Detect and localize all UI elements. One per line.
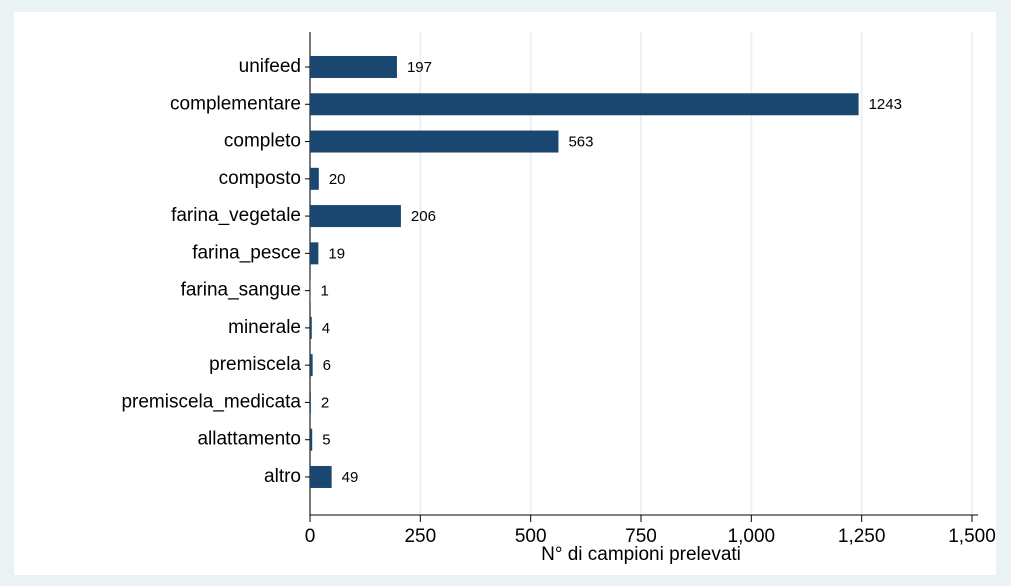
value-label: 206 (411, 208, 436, 225)
x-tick-label: 0 (305, 526, 316, 547)
bar (310, 465, 332, 488)
y-tick-label: farina_sangue (181, 280, 301, 301)
y-tick-label: premiscela (209, 354, 301, 375)
y-tick-label: premiscela_medicata (121, 391, 301, 412)
y-tick-label: completo (224, 131, 301, 152)
value-label: 1 (320, 283, 328, 300)
x-tick-label: 1,250 (838, 526, 886, 547)
y-tick-label: altro (264, 466, 301, 487)
value-label: 20 (329, 171, 346, 188)
y-tick-label: unifeed (239, 56, 301, 77)
value-label: 1243 (869, 96, 902, 113)
value-label: 197 (407, 59, 432, 76)
value-label: 19 (328, 245, 345, 262)
x-tick-label: 1,500 (948, 526, 996, 547)
y-tick-label: allattamento (197, 429, 301, 450)
bar (310, 205, 401, 228)
value-label: 6 (323, 357, 331, 374)
bar (310, 316, 312, 339)
bar (310, 391, 311, 414)
y-tick-label: composto (219, 168, 301, 189)
bar (310, 130, 559, 153)
x-axis-title: N° di campioni prelevati (541, 544, 741, 565)
bar (310, 354, 313, 377)
x-tick-label: 500 (515, 526, 547, 547)
value-label: 49 (342, 469, 359, 486)
x-tick-label: 250 (404, 526, 436, 547)
value-label: 2 (321, 394, 329, 411)
bar (310, 428, 313, 451)
value-label: 563 (568, 134, 593, 151)
value-label: 4 (322, 320, 330, 337)
y-tick-label: minerale (228, 317, 301, 338)
bar (310, 56, 397, 78)
y-tick-label: complementare (170, 93, 301, 114)
x-tick-label: 750 (625, 526, 657, 547)
bar (310, 242, 319, 265)
value-label: 5 (322, 432, 330, 449)
bar (310, 93, 859, 116)
y-tick-label: farina_pesce (192, 242, 301, 263)
x-tick-label: 1,000 (728, 526, 776, 547)
bar (310, 167, 319, 190)
y-tick-label: farina_vegetale (171, 205, 301, 226)
